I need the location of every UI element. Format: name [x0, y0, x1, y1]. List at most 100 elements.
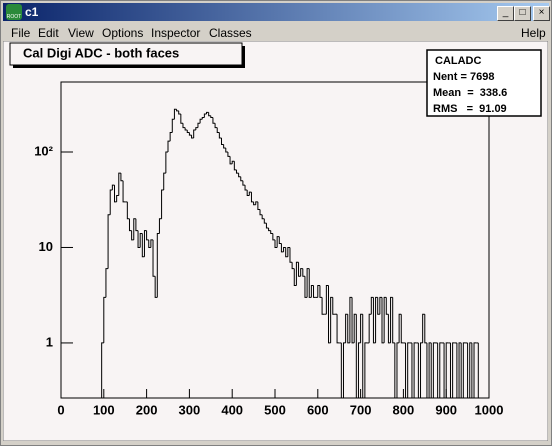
title-box: [9, 42, 243, 66]
histogram-bin: [146, 230, 149, 241]
histogram-bin: [278, 236, 282, 245]
x-tick-label: 1000: [475, 402, 504, 417]
histogram-bin: [150, 239, 154, 248]
y-tick-label: 10: [39, 239, 53, 254]
y-tick-label: 10²: [34, 143, 53, 158]
histogram-bin: [306, 268, 310, 298]
histogram-bin: [437, 342, 440, 399]
menu-item[interactable]: Options: [102, 26, 144, 40]
histogram-bin: [274, 239, 278, 248]
histogram-bin: [242, 180, 246, 186]
histogram-bin: [432, 342, 436, 398]
histogram-bin: [368, 313, 372, 343]
histogram-bin: [101, 342, 104, 398]
histogram-bin: [233, 161, 237, 171]
histogram-bin: [302, 268, 305, 277]
histogram-bin: [103, 296, 106, 343]
histogram-bin: [208, 112, 211, 117]
histogram-bin: [381, 297, 385, 344]
histogram-bin: [325, 284, 329, 315]
x-tick-label: 700: [350, 402, 372, 417]
x-tick-label: 100: [93, 402, 115, 417]
histogram-bin: [377, 297, 380, 315]
histogram-bin: [443, 342, 447, 399]
histogram-bin: [317, 284, 320, 298]
histogram-bin: [458, 342, 462, 398]
histogram-bin: [272, 233, 275, 241]
menu-item[interactable]: Classes: [209, 26, 252, 40]
histogram-bin: [109, 189, 113, 215]
window-title: c1: [25, 5, 39, 19]
histogram-bin: [394, 342, 397, 399]
menu-item[interactable]: Edit: [38, 26, 59, 40]
histogram-bin: [355, 314, 359, 399]
menu-item[interactable]: View: [68, 26, 94, 40]
histogram-bin: [330, 296, 333, 343]
histogram-bin: [336, 314, 340, 344]
histogram-bin: [420, 342, 423, 398]
stats-line: Mean = 338.6: [433, 87, 507, 99]
title-bar: ROOT c1 _ □ ×: [3, 3, 550, 21]
histogram-bin: [398, 313, 402, 343]
histogram-bin: [250, 192, 254, 203]
minimize-button[interactable]: _: [497, 6, 514, 21]
histogram-bin: [372, 297, 376, 344]
histogram-bin: [422, 313, 425, 343]
histogram-bin: [128, 218, 132, 232]
stats-name: CALADC: [435, 55, 481, 67]
histogram-bin: [253, 201, 256, 206]
histogram-bin: [161, 189, 164, 219]
histogram-bin: [310, 284, 314, 298]
histogram-bin: [347, 314, 350, 344]
histogram-bin: [467, 342, 470, 399]
histogram-bin: [319, 285, 323, 298]
menu-item[interactable]: File: [11, 26, 31, 40]
histogram-bin: [351, 297, 355, 344]
histogram-bin: [424, 314, 427, 344]
histogram-bin: [223, 144, 226, 149]
histogram-bin: [212, 117, 216, 124]
histogram-bin: [400, 314, 404, 344]
histogram-bin: [158, 218, 162, 234]
histogram-bin: [261, 214, 265, 220]
histogram-bin: [116, 195, 119, 202]
histogram-bin: [111, 184, 115, 190]
histogram-bin: [137, 230, 141, 248]
histogram-bin: [154, 276, 158, 298]
chart-title: Cal Digi ADC - both faces: [23, 45, 179, 60]
histogram-bin: [152, 239, 156, 277]
menu-bar: File Edit View Options Inspector Classes…: [3, 23, 549, 41]
histogram-bin: [231, 160, 235, 164]
histogram-bin: [328, 285, 331, 344]
histogram-bin: [173, 108, 177, 120]
histogram-bin: [357, 342, 361, 398]
histogram-bin: [143, 230, 147, 257]
histogram-bin: [229, 156, 233, 165]
histogram-bin: [184, 127, 188, 131]
histogram-bin: [176, 109, 179, 112]
menu-item[interactable]: Help: [521, 26, 546, 40]
histogram-bin: [340, 342, 344, 399]
histogram-bin: [203, 113, 207, 118]
x-tick-label: 800: [393, 402, 415, 417]
histogram-bin: [385, 297, 389, 315]
maximize-button[interactable]: □: [514, 6, 531, 21]
histogram-bin: [280, 243, 284, 253]
histogram-bin: [193, 129, 196, 139]
x-tick-label: 400: [221, 402, 243, 417]
histogram-bin: [291, 262, 295, 270]
histogram-bin: [439, 342, 442, 398]
histogram-bin: [248, 191, 252, 196]
histogram-bin: [345, 313, 348, 343]
histogram-bin: [244, 185, 248, 191]
close-button[interactable]: ×: [533, 6, 550, 21]
histogram-bin: [114, 185, 117, 203]
histogram-bin: [216, 127, 220, 134]
histogram-bin: [308, 268, 312, 298]
menu-item[interactable]: Inspector: [151, 26, 201, 40]
histogram-bin: [283, 246, 286, 252]
histogram-bin: [349, 296, 353, 343]
histogram-bin: [235, 169, 239, 174]
histogram-bin: [313, 285, 316, 298]
histogram-bin: [456, 342, 460, 399]
